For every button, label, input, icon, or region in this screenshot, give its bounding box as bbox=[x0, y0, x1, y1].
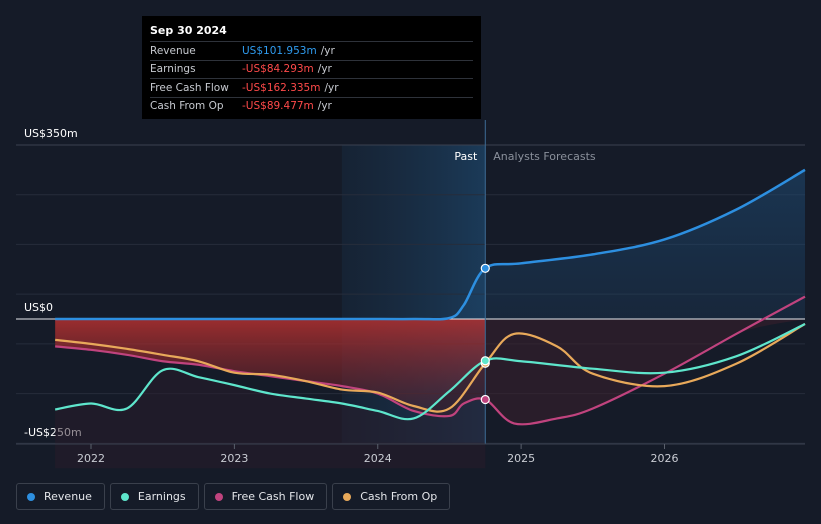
series-point-revenue bbox=[480, 263, 490, 273]
tooltip-date: Sep 30 2024 bbox=[150, 24, 227, 37]
legend-dot-icon bbox=[27, 492, 35, 501]
forecast-label: Analysts Forecasts bbox=[493, 150, 596, 163]
x-tick-label: 2022 bbox=[77, 452, 105, 465]
legend-dot-icon bbox=[120, 492, 129, 501]
tooltip-row: Earnings -US$84.293m/yr bbox=[150, 59, 473, 79]
past-label: Past bbox=[454, 150, 478, 163]
tooltip-unit: /yr bbox=[317, 63, 332, 76]
y-tick-label: US$350m bbox=[24, 127, 78, 140]
y-tick-label: US$0 bbox=[24, 301, 53, 314]
series-point-earnings bbox=[480, 356, 490, 366]
series-line-cash-from-op bbox=[55, 323, 806, 413]
tooltip-value: -US$89.477m bbox=[242, 100, 314, 113]
tooltip: Sep 30 2024 Revenue US$101.953m/yr Earning… bbox=[142, 16, 481, 119]
series-line-earnings bbox=[54, 322, 806, 421]
legend-dot-icon bbox=[214, 492, 223, 501]
legend-label: Earnings bbox=[137, 490, 186, 503]
x-tick-label: 2025 bbox=[507, 452, 535, 465]
tooltip-value: -US$84.293m bbox=[242, 63, 314, 76]
revenue-area bbox=[55, 169, 805, 320]
past-earnings-shade bbox=[55, 360, 486, 469]
tooltip-row: Free Cash Flow -US$162.335m/yr bbox=[150, 78, 473, 97]
tooltip-unit: /yr bbox=[324, 81, 339, 94]
x-tick-label: 2023 bbox=[220, 452, 248, 465]
legend-item-revenue[interactable]: Revenue bbox=[16, 483, 105, 510]
x-tick-label: 2024 bbox=[364, 452, 392, 465]
legend-item-free-cash-flow[interactable]: Free Cash Flow bbox=[203, 483, 328, 510]
tooltip-unit: /yr bbox=[320, 44, 335, 57]
tooltip-label: Cash From Op bbox=[150, 100, 224, 113]
legend-label: Revenue bbox=[44, 490, 92, 503]
tooltip-value: -US$162.335m bbox=[242, 81, 321, 94]
legend-dot-icon bbox=[343, 492, 352, 501]
legend-item-cash-from-op[interactable]: Cash From Op bbox=[332, 483, 451, 510]
legend: Revenue Earnings Free Cash Flow Cash From O… bbox=[16, 483, 451, 510]
tooltip-label: Revenue bbox=[150, 44, 196, 57]
tooltip-label: Earnings bbox=[150, 63, 196, 76]
x-tick-label: 2026 bbox=[650, 452, 678, 465]
tooltip-value: US$101.953m bbox=[242, 44, 317, 57]
legend-item-earnings[interactable]: Earnings bbox=[109, 483, 199, 510]
tooltip-unit: /yr bbox=[317, 100, 332, 113]
tooltip-row: Revenue US$101.953m/yr bbox=[150, 41, 473, 60]
series-line-free-cash-flow bbox=[55, 295, 806, 426]
legend-label: Cash From Op bbox=[360, 490, 438, 503]
tooltip-row: Cash From Op -US$89.477m/yr bbox=[150, 96, 473, 116]
forecast-negative-area bbox=[485, 319, 805, 425]
tooltip-label: Free Cash Flow bbox=[150, 81, 229, 94]
legend-label: Free Cash Flow bbox=[231, 490, 315, 503]
series-point-free-cash-flow bbox=[480, 394, 490, 405]
series-line-revenue bbox=[55, 168, 806, 321]
